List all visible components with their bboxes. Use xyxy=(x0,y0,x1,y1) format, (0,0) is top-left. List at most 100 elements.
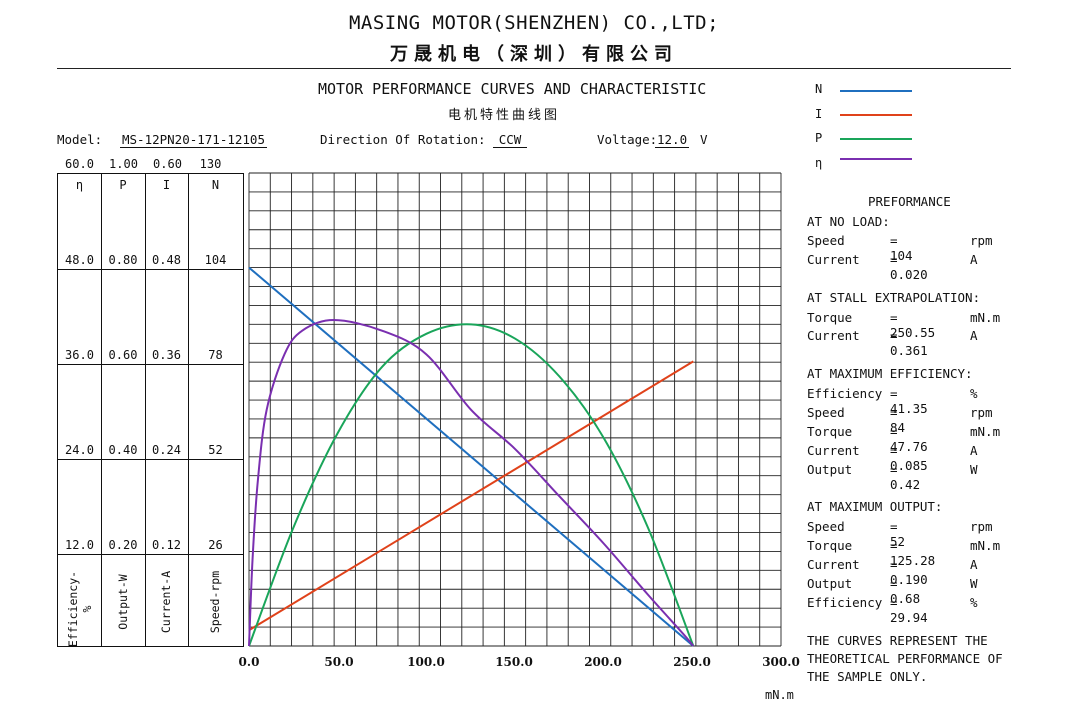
perf-label: Speed xyxy=(807,519,845,534)
legend-line-n xyxy=(840,90,912,92)
scale-cell: 0.48 xyxy=(152,253,181,267)
perf-unit: mN.m xyxy=(970,538,1001,553)
scale-cell: 48.0 xyxy=(65,253,94,267)
performance-title: PREFORMANCE xyxy=(868,194,951,209)
perf-value: = 41.35 xyxy=(890,386,928,416)
scale-cell: 104 xyxy=(204,253,227,267)
series-line-eta xyxy=(248,319,695,647)
eff-max-value: 60.0 xyxy=(65,157,94,171)
current-max-value: 0.60 xyxy=(153,157,182,171)
perf-value: = 0.085 xyxy=(890,443,928,473)
x-tick-label: 0.0 xyxy=(238,655,260,669)
series-line-i xyxy=(248,360,694,632)
voltage-label: Voltage: xyxy=(597,132,658,147)
legend-line-eta xyxy=(840,158,912,160)
scale-cell: 0.80 xyxy=(108,253,138,267)
perf-label: Output xyxy=(807,576,853,591)
power-max-value: 1.00 xyxy=(109,157,138,171)
section-heading: AT MAXIMUM EFFICIENCY: xyxy=(807,366,973,381)
voltage-unit: V xyxy=(700,132,708,147)
scale-cell: 0.12 xyxy=(152,538,181,552)
header-eta: η xyxy=(75,178,84,192)
perf-label: Speed xyxy=(807,233,845,248)
legend-label-eta: η xyxy=(815,156,823,170)
perf-unit: A xyxy=(970,328,978,343)
model-value: MS-12PN20-171-12105 xyxy=(120,132,267,148)
perf-unit: W xyxy=(970,576,978,591)
perf-value: = 52 xyxy=(890,519,906,549)
x-tick-label: 150.0 xyxy=(495,655,533,669)
perf-unit: W xyxy=(970,462,978,477)
legend-line-i xyxy=(840,114,912,116)
x-tick-label: 50.0 xyxy=(324,655,354,669)
perf-label: Current xyxy=(807,443,860,458)
legend-label-i: I xyxy=(815,107,823,121)
legend-label-p: P xyxy=(815,131,823,145)
perf-unit: % xyxy=(970,386,978,401)
perf-value: = 84 xyxy=(890,405,906,435)
perf-label: Torque xyxy=(807,310,853,325)
perf-label: Efficiency xyxy=(807,386,883,401)
scale-cell: 12.0 xyxy=(65,538,94,552)
section-heading: AT NO LOAD: xyxy=(807,214,890,229)
scale-cell: 0.20 xyxy=(108,538,138,552)
x-tick-label: 300.0 xyxy=(762,655,800,669)
header-p: P xyxy=(119,178,127,192)
header-n: N xyxy=(211,178,220,192)
legend-line-p xyxy=(840,138,912,140)
perf-value: = 250.55 xyxy=(890,310,936,340)
section-heading: AT STALL EXTRAPOLATION: xyxy=(807,290,981,305)
legend-label-n: N xyxy=(815,82,823,96)
scale-cell: 78 xyxy=(208,348,223,362)
perf-unit: A xyxy=(970,252,978,267)
perf-label: Torque xyxy=(807,538,853,553)
perf-unit: rpm xyxy=(970,233,993,248)
perf-label: Torque xyxy=(807,424,853,439)
disclaimer-line: THE SAMPLE ONLY. xyxy=(807,669,928,684)
section-heading: AT MAXIMUM OUTPUT: xyxy=(807,499,943,514)
chart-title-en: MOTOR PERFORMANCE CURVES AND CHARACTERIS… xyxy=(318,80,707,98)
perf-unit: A xyxy=(970,557,978,572)
company-name-cn: 万晟机电（深圳）有限公司 xyxy=(390,44,678,65)
scale-cell: 52 xyxy=(208,443,223,457)
series-line-n xyxy=(248,266,694,647)
scale-cell: 0.40 xyxy=(108,443,138,457)
perf-value: = 47.76 xyxy=(890,424,928,454)
x-axis-unit: mN.m xyxy=(765,688,794,702)
chart-title-cn: 电机特性曲线图 xyxy=(448,108,561,123)
perf-unit: % xyxy=(970,595,978,610)
perf-value: = 0.190 xyxy=(890,557,928,587)
perf-unit: A xyxy=(970,443,978,458)
perf-label: Current xyxy=(807,557,860,572)
x-tick-label: 250.0 xyxy=(673,655,711,669)
chart-series xyxy=(248,266,695,647)
perf-label: Output xyxy=(807,462,853,477)
perf-label: Current xyxy=(807,328,860,343)
rotation-label: Direction Of Rotation: xyxy=(320,132,486,147)
perf-value: = 0.42 xyxy=(890,462,921,492)
perf-unit: rpm xyxy=(970,405,993,420)
scale-cell: 0.24 xyxy=(152,443,181,457)
disclaimer-line: THE CURVES REPRESENT THE xyxy=(807,633,988,648)
scale-cell: 0.36 xyxy=(152,348,181,362)
scale-table: η P I N 48.0 0.80 0.48 104 36.0 0.60 0.3… xyxy=(57,173,244,647)
perf-value: = 125.28 xyxy=(890,538,936,568)
perf-label: Speed xyxy=(807,405,845,420)
scale-cell: 26 xyxy=(208,538,223,552)
company-name-en: MASING MOTOR(SHENZHEN) CO.,LTD; xyxy=(348,12,720,34)
scale-cell: 36.0 xyxy=(65,348,94,362)
header-divider xyxy=(57,68,1011,69)
perf-label: Efficiency xyxy=(807,595,883,610)
x-tick-label: 200.0 xyxy=(584,655,622,669)
perf-unit: mN.m xyxy=(970,424,1001,439)
perf-label: Current xyxy=(807,252,860,267)
perf-value: = 0.361 xyxy=(890,328,928,358)
x-tick-label: 100.0 xyxy=(407,655,445,669)
speed-max-value: 130 xyxy=(199,157,222,171)
chart-grid xyxy=(248,172,782,647)
disclaimer-line: THEORETICAL PERFORMANCE OF xyxy=(807,651,1003,666)
perf-unit: mN.m xyxy=(970,310,1001,325)
scale-cell: 0.60 xyxy=(108,348,138,362)
scale-cell: 24.0 xyxy=(65,443,94,457)
